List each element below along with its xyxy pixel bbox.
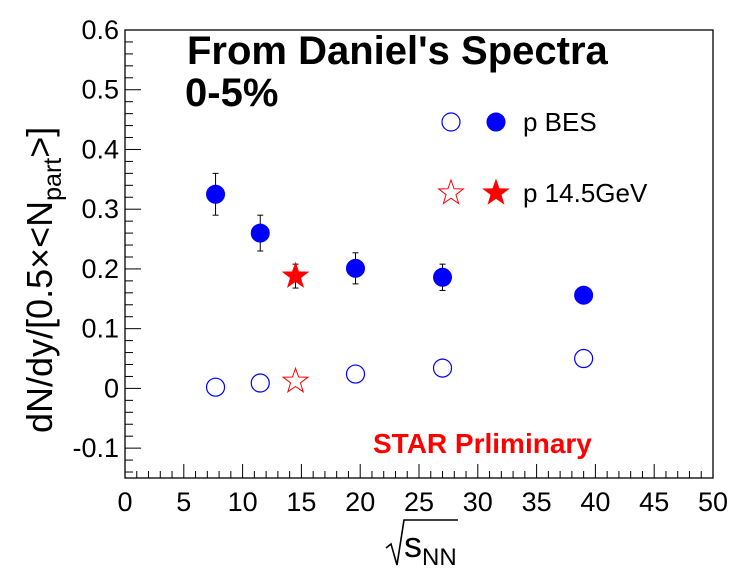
x-tick-label: 0 [117, 487, 132, 517]
x-tick-label: 45 [639, 487, 669, 517]
legend-open-marker [437, 178, 465, 205]
svg-text:sNN: sNN [404, 524, 457, 571]
y-tick-label: 0.5 [81, 75, 119, 105]
y-tick-label: 0 [104, 373, 119, 403]
data-points [205, 172, 594, 397]
x-axis-label-main: s [404, 524, 422, 565]
open-point-marker [345, 364, 366, 384]
legend-filled-marker [482, 178, 510, 205]
x-tick-label: 15 [286, 487, 316, 517]
filled-point-marker [574, 285, 594, 305]
ticks [124, 29, 714, 478]
y-axis-label-sub: part [39, 158, 67, 201]
chart-subtitle: 0-5% [185, 71, 278, 115]
x-tick-label: 20 [345, 487, 375, 517]
y-tick-label: 0.6 [81, 15, 119, 45]
x-tick-label: 30 [463, 487, 493, 517]
open-point-marker [250, 373, 270, 393]
filled-point-marker [345, 258, 365, 278]
y-tick-label: 0.3 [81, 194, 119, 224]
legend-open-marker [441, 112, 461, 132]
filled-point-marker [433, 267, 453, 287]
legend-label: p BES [523, 107, 597, 137]
y-tick-label: 0.1 [81, 314, 119, 344]
filled-point-marker [206, 184, 226, 204]
x-tick-label: 40 [580, 487, 610, 517]
y-tick-label: 0.4 [81, 134, 119, 164]
x-tick-label: 5 [176, 487, 191, 517]
x-tick-label: 50 [698, 487, 728, 517]
open-point-marker [281, 366, 310, 393]
y-tick-label: 0.2 [81, 254, 119, 284]
x-tick-label: 35 [522, 487, 552, 517]
y-axis-label-post: >] [19, 127, 60, 158]
x-tick-label: 10 [228, 487, 258, 517]
legend-label: p 14.5GeV [523, 178, 648, 208]
open-point-marker [432, 358, 453, 378]
open-point-marker [574, 348, 594, 369]
y-axis-label: dN/dy/[0.5×<Npart>] [19, 127, 67, 433]
y-tick-label: -0.1 [72, 433, 119, 463]
x-tick-label: 25 [404, 487, 434, 517]
legend-filled-marker [486, 112, 506, 132]
chart-title: From Daniel's Spectra [187, 29, 609, 73]
preliminary-annotation: STAR Prliminary [373, 428, 592, 459]
legend: p BES p 14.5GeV [437, 107, 648, 208]
open-point-marker [205, 377, 226, 397]
filled-point-marker [250, 223, 270, 243]
x-axis-label-sub: NN [422, 544, 457, 571]
y-axis-label-pre: dN/dy/[0.5×<N [19, 201, 60, 433]
sqrt-sign-icon [385, 519, 458, 566]
x-axis-label: sNN [385, 519, 458, 571]
tick-labels: 0 5 10 15 20 25 30 35 40 45 50 -0.1 0 0.1 0.2 0.3 0.4 0.5… [72, 15, 728, 517]
filled-point-marker [281, 261, 310, 288]
